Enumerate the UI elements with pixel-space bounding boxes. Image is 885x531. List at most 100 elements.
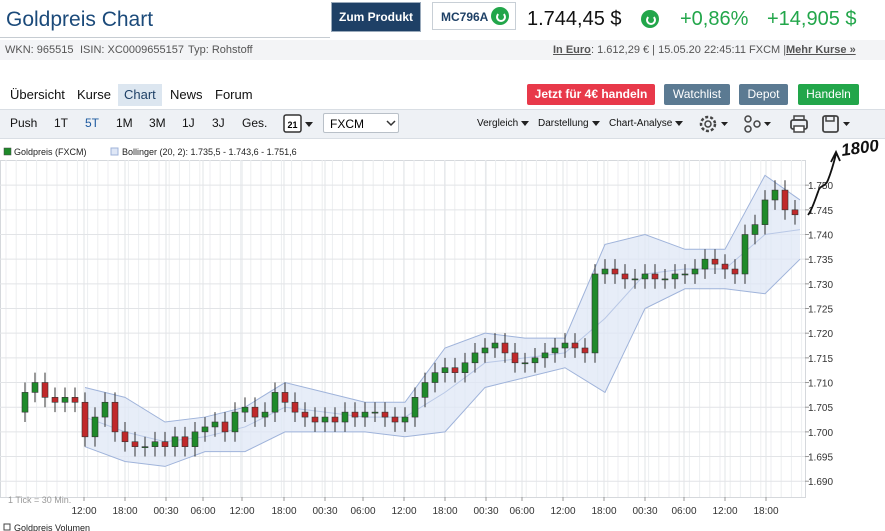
toolbar: Push 1T 5T 1M 3M 1J 3J Ges. 21 FXCM Vergleich Da…	[0, 109, 885, 139]
settings-button[interactable]	[699, 115, 728, 133]
y-tick-label: 1.730	[808, 280, 833, 291]
nav-tab[interactable]: Chart	[118, 84, 162, 106]
save-button[interactable]	[822, 115, 850, 133]
candle-body	[501, 342, 509, 354]
candle-body	[391, 416, 399, 423]
volume-swatch	[3, 523, 11, 531]
candle-body	[91, 416, 99, 438]
candle-body	[371, 411, 379, 414]
candle-body	[411, 397, 419, 418]
euro-label[interactable]: In Euro	[553, 44, 591, 56]
product-code-text: MC796A	[441, 10, 489, 24]
x-tick-label: 18:00	[432, 506, 457, 517]
candle-body	[281, 392, 289, 403]
candle-body	[631, 278, 639, 281]
nav-tab[interactable]: News	[170, 87, 203, 102]
annotation-scribble	[807, 149, 841, 216]
candle-body	[71, 397, 79, 403]
candle-body	[461, 362, 469, 373]
isin: ISIN: XC0009655157	[80, 44, 184, 56]
product-button[interactable]: Zum Produkt	[331, 2, 421, 32]
candle-body	[441, 367, 449, 373]
x-tick-label: 12:00	[71, 506, 96, 517]
y-tick-label: 1.695	[808, 453, 833, 464]
candle-body	[601, 268, 609, 275]
candle-body	[241, 406, 249, 413]
bollinger-upper	[84, 174, 801, 423]
candle-body	[771, 189, 779, 201]
product-icon	[491, 7, 509, 25]
period-button[interactable]: 3M	[149, 116, 166, 130]
action-button[interactable]: Depot	[739, 84, 788, 105]
candle-body	[101, 401, 109, 418]
menu-button[interactable]: Darstellung	[538, 118, 600, 129]
y-tick-label: 1.735	[808, 255, 833, 266]
period-button[interactable]: 3J	[212, 116, 225, 130]
period-button[interactable]: Ges.	[242, 116, 268, 130]
calendar-button[interactable]: 21	[283, 114, 315, 134]
period-button[interactable]: 5T	[85, 116, 100, 130]
candle-body	[121, 431, 129, 443]
source-select[interactable]: FXCM	[323, 113, 399, 133]
x-tick-label: 00:30	[312, 506, 337, 517]
bollinger-band	[85, 175, 800, 467]
share-button[interactable]	[744, 115, 771, 133]
x-tick-label: 18:00	[112, 506, 137, 517]
period-button[interactable]: Push	[10, 116, 38, 130]
source-text: FXCM	[330, 117, 364, 131]
candle-body	[201, 426, 209, 433]
candle-body	[131, 441, 139, 447]
y-tick-label: 1.700	[808, 428, 833, 439]
candle-body	[111, 401, 119, 433]
wkn: WKN: 965515	[5, 44, 74, 56]
more-quotes[interactable]: Mehr Kurse »	[786, 44, 856, 56]
candle-body	[611, 268, 619, 275]
change-absolute: +14,905 $	[767, 8, 857, 30]
y-tick-label: 1.725	[808, 305, 833, 316]
candle-body	[741, 234, 749, 275]
candle-body	[231, 411, 239, 433]
change-percent: +0,86%	[680, 8, 749, 30]
candle-body	[761, 199, 769, 225]
y-tick-label: 1.710	[808, 379, 833, 390]
candle-body	[271, 392, 279, 413]
x-tick-label: 12:00	[712, 506, 737, 517]
menu-button[interactable]: Chart-Analyse	[609, 118, 683, 129]
candle-body	[791, 209, 799, 216]
x-tick-label: 18:00	[753, 506, 778, 517]
product-code[interactable]: MC796A	[432, 2, 516, 30]
tool-icons	[699, 115, 850, 133]
calendar-day: 21	[287, 120, 297, 130]
candle-body	[721, 263, 729, 270]
candle-body	[681, 273, 689, 276]
x-tick-label: 12:00	[550, 506, 575, 517]
y-tick-label: 1.690	[808, 477, 833, 488]
candle-body	[581, 347, 589, 354]
nav-tab[interactable]: Übersicht	[10, 87, 65, 102]
action-button[interactable]: Jetzt für 4€ handeln	[527, 84, 655, 105]
nav-tab[interactable]: Forum	[215, 87, 253, 102]
legend-swatch	[110, 147, 119, 156]
action-button[interactable]: Handeln	[798, 84, 859, 105]
candle-body	[751, 224, 759, 235]
candle-body	[551, 347, 559, 354]
nav-tab[interactable]: Kurse	[77, 87, 111, 102]
x-tick-label: 18:00	[591, 506, 616, 517]
candle-body	[421, 382, 429, 398]
candle-body	[81, 401, 89, 438]
print-button[interactable]	[790, 115, 808, 133]
period-button[interactable]: 1J	[182, 116, 195, 130]
info-bar: WKN: 965515 ISIN: XC0009655157 Typ: Rohs…	[0, 40, 885, 60]
menu-button[interactable]: Vergleich	[477, 118, 529, 129]
action-button[interactable]: Watchlist	[664, 84, 730, 105]
candle-body	[221, 421, 229, 433]
candle-body	[671, 273, 679, 280]
volume-label: Goldpreis Volumen	[14, 523, 90, 531]
candle-body	[731, 268, 739, 275]
period-button[interactable]: 1M	[116, 116, 133, 130]
candle-body	[711, 258, 719, 265]
candle-body	[31, 382, 39, 393]
period-button[interactable]: 1T	[54, 116, 69, 130]
